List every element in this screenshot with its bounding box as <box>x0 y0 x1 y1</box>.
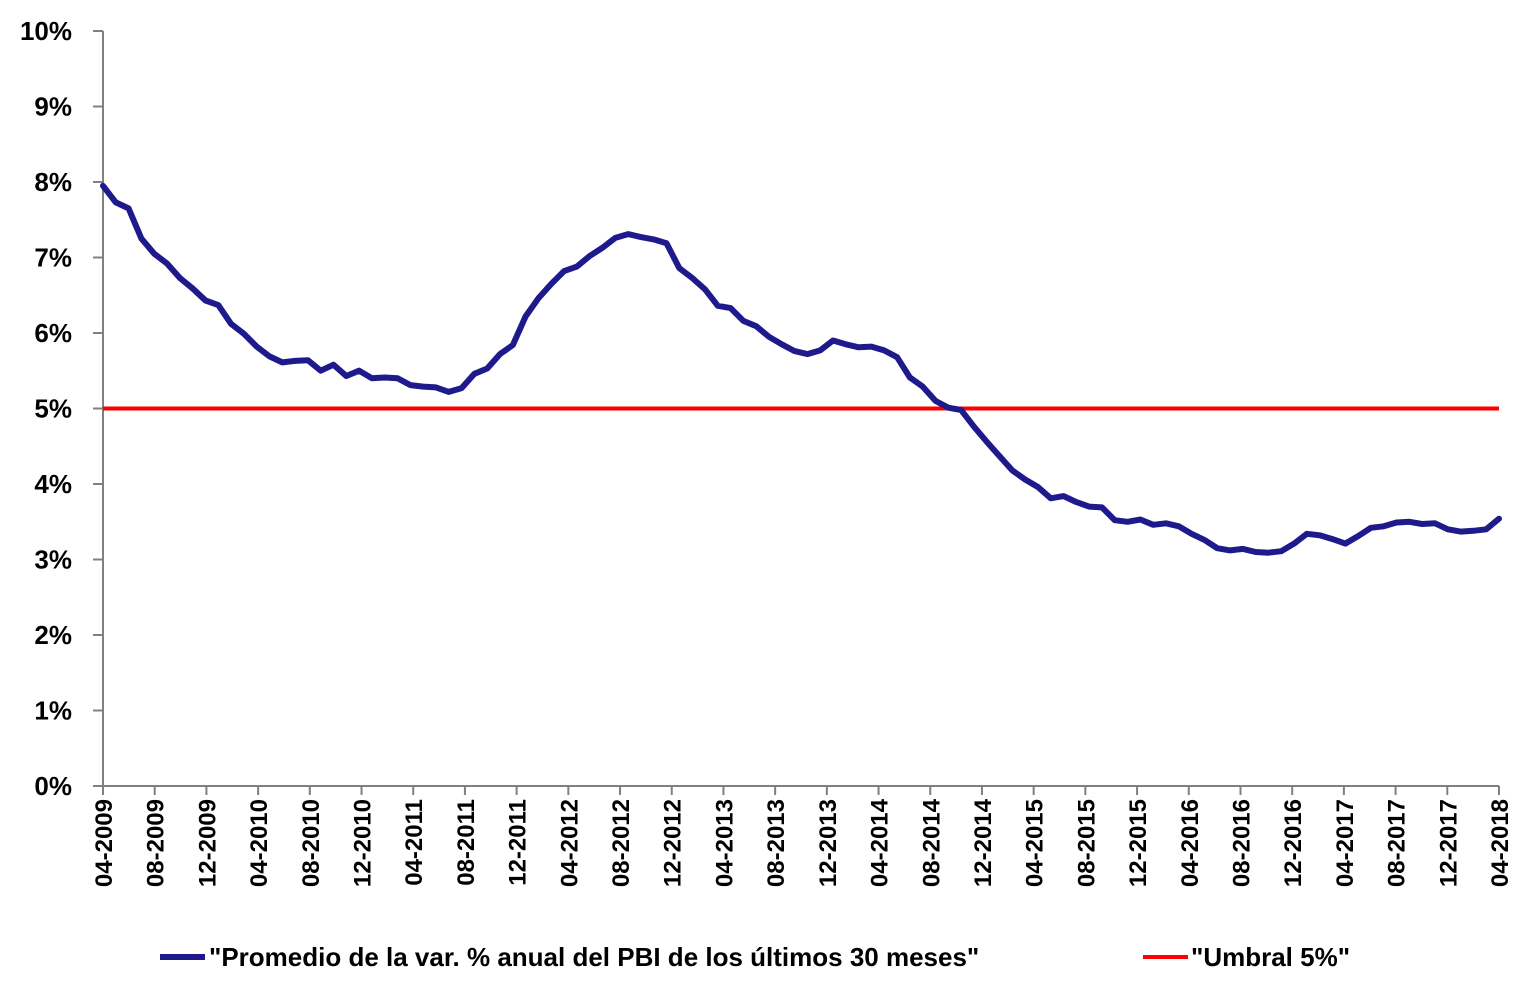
y-tick-label: 8% <box>34 167 72 197</box>
x-tick-label: 04-2018 <box>1487 799 1514 887</box>
x-tick-label: 12-2012 <box>660 799 687 887</box>
x-tick-label: 08-2014 <box>918 798 945 887</box>
y-tick-label: 7% <box>34 243 72 273</box>
y-tick-label: 4% <box>34 469 72 499</box>
series-layer <box>100 182 1502 556</box>
legend: "Promedio de la var. % anual del PBI de … <box>160 942 1350 972</box>
y-tick-label: 9% <box>34 92 72 122</box>
x-tick-label: 04-2013 <box>711 799 738 887</box>
x-tick-label: 08-2017 <box>1384 799 1411 887</box>
x-tick-label: 12-2014 <box>970 798 997 887</box>
x-tick-label: 12-2013 <box>815 799 842 887</box>
y-tick-label: 2% <box>34 620 72 650</box>
x-tick-label: 08-2013 <box>763 799 790 887</box>
x-axis-ticks: 04-2009 08-2009 12-2009 04-2010 08-2010 12-20… <box>91 786 1514 887</box>
x-tick-label: 04-2015 <box>1022 799 1049 887</box>
legend-label-promedio: "Promedio de la var. % anual del PBI de … <box>209 942 979 972</box>
y-tick-label: 6% <box>34 318 72 348</box>
x-tick-label: 12-2017 <box>1435 799 1462 887</box>
x-tick-label: 08-2016 <box>1228 799 1255 887</box>
x-tick-label: 12-2010 <box>350 799 377 887</box>
x-tick-label: 04-2017 <box>1332 799 1359 887</box>
x-tick-label: 08-2015 <box>1073 799 1100 887</box>
x-tick-label: 08-2010 <box>298 799 325 887</box>
x-tick-label: 04-2009 <box>91 799 118 887</box>
y-tick-label: 0% <box>34 771 72 801</box>
legend-label-umbral: "Umbral 5%" <box>1191 942 1350 972</box>
x-tick-label: 04-2016 <box>1177 799 1204 887</box>
y-tick-label: 10% <box>20 16 72 46</box>
x-tick-label: 12-2011 <box>505 799 532 886</box>
x-tick-label: 08-2011 <box>453 799 480 886</box>
x-tick-label: 08-2009 <box>143 799 170 887</box>
y-axis-ticks: 0% 1% 2% 3% 4% 5% 6% 7% 8% 9% 10% <box>20 16 103 801</box>
x-tick-label: 12-2016 <box>1280 799 1307 887</box>
y-tick-label: 5% <box>34 394 72 424</box>
series-line-promedio <box>100 182 1502 556</box>
x-tick-label: 04-2014 <box>867 798 894 887</box>
x-tick-label: 04-2010 <box>246 799 273 887</box>
y-tick-label: 3% <box>34 545 72 575</box>
x-tick-label: 04-2011 <box>401 799 428 886</box>
x-tick-label: 08-2012 <box>608 799 635 887</box>
x-tick-label: 12-2009 <box>194 799 221 887</box>
x-tick-label: 12-2015 <box>1125 799 1152 887</box>
y-tick-label: 1% <box>34 696 72 726</box>
x-tick-label: 04-2012 <box>556 799 583 887</box>
